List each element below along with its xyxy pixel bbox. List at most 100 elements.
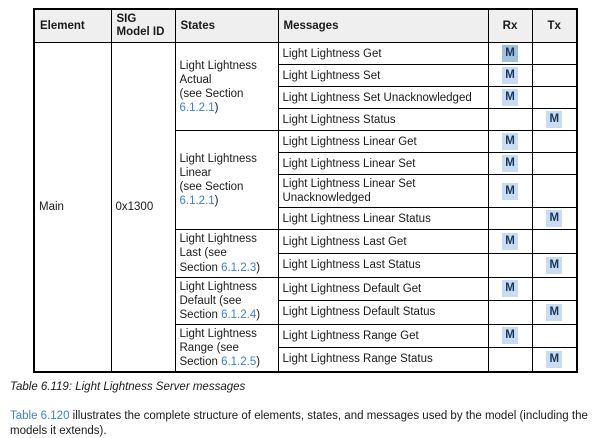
message-cell: Light Lightness Range Status	[277, 347, 489, 373]
state-line: (see Section	[179, 181, 244, 194]
column-header-tx: Tx	[531, 8, 578, 44]
tx-cell	[531, 42, 578, 66]
tx-cell	[531, 86, 578, 110]
message-cell: Light Lightness Linear Set Unacknowledge…	[277, 174, 489, 209]
table-caption: Table 6.119: Light Lightness Server mess…	[10, 380, 246, 393]
message-cell: Light Lightness Linear Get	[277, 130, 489, 154]
state-line: Section 6.1.2.4)	[179, 308, 261, 321]
light-lightness-server-messages-table: Element SIG Model ID States Messages Rx Tx Ma…	[33, 8, 578, 373]
mandatory-badge: M	[502, 45, 518, 63]
tx-cell: M	[531, 252, 578, 278]
table-body: Main 0x1300 Light Lightness Actual (see Sect…	[33, 42, 578, 373]
table-row: Light Lightness Last (see Section 6.1.2.3)…	[34, 229, 578, 278]
state-line: Light Lightness	[179, 280, 257, 293]
states-cell: Light Lightness Last (see Section 6.1.2.3)	[174, 229, 279, 278]
states-cell: Light Lightness Actual (see Section 6.1.2.1…	[174, 42, 279, 132]
message-cell: Light Lightness Range Get	[277, 323, 489, 349]
tx-cell	[531, 323, 578, 349]
table-row: Light Lightness Linear Set M	[34, 152, 578, 176]
state-line: Linear	[179, 167, 212, 180]
rx-cell	[487, 252, 533, 278]
state-line: 6.1.2.1)	[179, 195, 219, 208]
mandatory-badge: M	[546, 303, 563, 321]
mandatory-badge: M	[502, 67, 518, 85]
table-row: Light Lightness Range Status M	[34, 347, 578, 373]
mandatory-badge: M	[502, 155, 518, 173]
section-link[interactable]: 6.1.2.1	[179, 195, 215, 208]
rx-cell	[487, 300, 533, 325]
state-line: Default (see	[179, 294, 242, 307]
state-line: Actual	[179, 73, 212, 86]
message-cell: Light Lightness Last Get	[277, 229, 489, 254]
tx-cell	[531, 174, 578, 209]
tx-cell	[531, 229, 578, 254]
element-cell: Main	[33, 42, 112, 373]
table-header-row: Element SIG Model ID States Messages Rx Tx	[33, 8, 578, 44]
rx-cell: M	[487, 86, 533, 110]
tx-cell	[531, 276, 578, 302]
tx-cell: M	[531, 300, 578, 325]
message-cell: Light Lightness Get	[277, 42, 489, 66]
rx-cell: M	[487, 64, 533, 88]
state-line: Light Lightness	[179, 233, 257, 246]
rx-cell: M	[487, 229, 533, 254]
table-row: Light Lightness Linear Status M	[34, 207, 578, 231]
message-cell: Light Lightness Default Status	[277, 300, 489, 325]
column-header-messages: Messages	[277, 8, 489, 44]
state-line: (see Section	[179, 87, 244, 100]
column-header-element: Element	[33, 8, 112, 44]
states-cell: Light Lightness Linear (see Section 6.1.2.1…	[174, 130, 279, 231]
state-line: Range (see	[179, 341, 239, 354]
state-line: Section 6.1.2.5)	[179, 355, 261, 368]
tx-cell: M	[531, 108, 578, 132]
table-row: Light Lightness Linear Set Unacknowledge…	[34, 174, 578, 209]
table-row: Light Lightness Default (see Section 6.1.2…	[34, 276, 578, 325]
section-link[interactable]: 6.1.2.4	[221, 308, 257, 321]
mandatory-badge: M	[502, 327, 518, 345]
mandatory-badge: M	[546, 350, 563, 368]
message-cell: Light Lightness Status	[277, 108, 489, 132]
states-cell: Light Lightness Range (see Section 6.1.2.5…	[174, 323, 279, 373]
state-line: Section 6.1.2.3)	[179, 261, 261, 274]
message-cell: Light Lightness Linear Status	[277, 207, 489, 231]
state-line: Light Lightness	[179, 59, 257, 72]
mandatory-badge: M	[502, 182, 518, 200]
tx-cell: M	[531, 207, 578, 231]
table-row: Light Lightness Set M	[34, 64, 578, 88]
state-line: 6.1.2.1)	[179, 101, 219, 114]
table-row: Light Lightness Last Status M	[34, 252, 578, 278]
body-paragraph: Table 6.120 illustrates the complete str…	[10, 409, 588, 438]
tx-cell	[531, 130, 578, 154]
tx-cell	[531, 64, 578, 88]
mandatory-badge: M	[502, 233, 518, 251]
rx-cell: M	[487, 152, 533, 176]
tx-cell: M	[531, 347, 578, 373]
model-id-cell: 0x1300	[110, 42, 176, 373]
table-6-120-link[interactable]: Table 6.120	[10, 409, 70, 422]
states-cell: Light Lightness Default (see Section 6.1.2…	[174, 276, 279, 325]
rx-cell: M	[487, 276, 533, 302]
paragraph-text: illustrates the complete structure of el…	[10, 409, 588, 437]
table-row: Main 0x1300 Light Lightness Actual (see Sect…	[33, 42, 578, 373]
message-cell: Light Lightness Linear Set	[277, 152, 489, 176]
mandatory-badge: M	[546, 256, 563, 274]
section-link[interactable]: 6.1.2.1	[179, 101, 215, 114]
column-header-rx: Rx	[487, 8, 533, 44]
mandatory-badge: M	[502, 133, 518, 151]
mandatory-badge: M	[502, 89, 518, 107]
column-header-sig-model-id: SIG Model ID	[110, 8, 176, 44]
section-link[interactable]: 6.1.2.3	[221, 261, 257, 274]
message-cell: Light Lightness Set	[277, 64, 489, 88]
section-link[interactable]: 6.1.2.5	[221, 355, 257, 368]
mandatory-badge: M	[546, 210, 563, 228]
message-cell: Light Lightness Set Unacknowledged	[277, 86, 489, 110]
table-row: Light Lightness Default Status M	[34, 300, 578, 325]
state-line: Last (see	[179, 247, 227, 260]
rx-cell: M	[487, 42, 533, 66]
rx-cell: M	[487, 323, 533, 349]
mandatory-badge: M	[502, 280, 518, 298]
state-line: Light Lightness	[179, 327, 257, 340]
message-cell: Light Lightness Default Get	[277, 276, 489, 302]
rx-cell: M	[487, 174, 533, 209]
